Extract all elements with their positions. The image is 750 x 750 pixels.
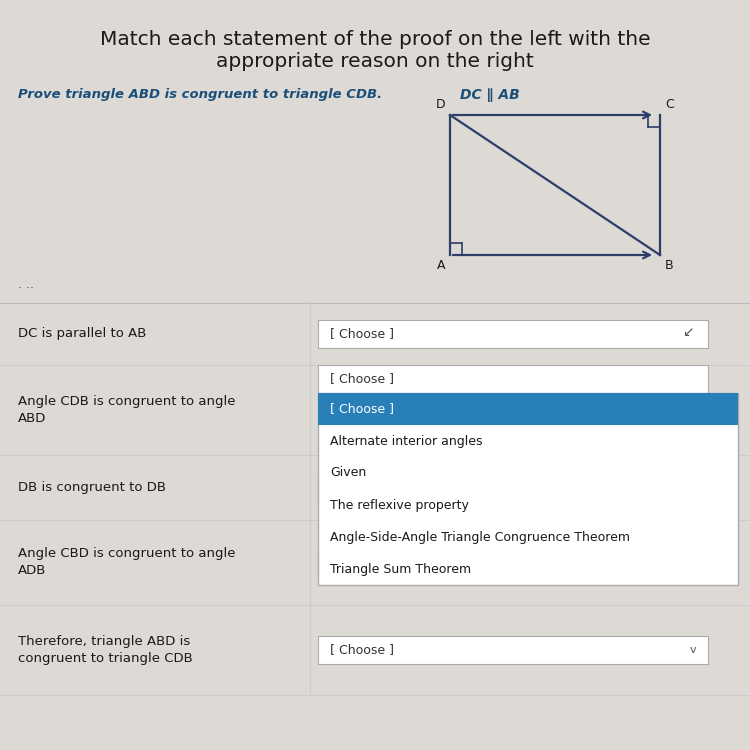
Text: [ Choose ]: [ Choose ] (330, 481, 394, 494)
Text: [ Choose ]: [ Choose ] (330, 556, 394, 569)
Text: Angle-Side-Angle Triangle Congruence Theorem: Angle-Side-Angle Triangle Congruence The… (330, 530, 630, 544)
Text: Alternate interior angles: Alternate interior angles (330, 434, 482, 448)
Text: Therefore, triangle ABD is
congruent to triangle CDB: Therefore, triangle ABD is congruent to … (18, 635, 193, 665)
Text: DC ∥ AB: DC ∥ AB (460, 88, 520, 102)
Text: D: D (435, 98, 445, 111)
Text: C: C (665, 98, 674, 111)
Text: Angle CBD is congruent to angle
ADB: Angle CBD is congruent to angle ADB (18, 548, 235, 578)
Bar (318, 393, 738, 585)
Text: DC is parallel to AB: DC is parallel to AB (18, 328, 146, 340)
Bar (318, 365, 708, 393)
Text: DB is congruent to DB: DB is congruent to DB (18, 481, 166, 494)
Text: [ Choose ]: [ Choose ] (330, 403, 394, 416)
Text: Match each statement of the proof on the left with the: Match each statement of the proof on the… (100, 30, 650, 49)
Bar (318, 393, 738, 425)
Text: . ..: . .. (18, 278, 34, 292)
Text: v: v (690, 557, 696, 568)
Text: Prove triangle ABD is congruent to triangle CDB.: Prove triangle ABD is congruent to trian… (18, 88, 382, 101)
Text: Angle CDB is congruent to angle
ABD: Angle CDB is congruent to angle ABD (18, 395, 235, 425)
Bar (318, 548, 708, 577)
Text: A: A (436, 259, 445, 272)
Text: Triangle Sum Theorem: Triangle Sum Theorem (330, 562, 471, 575)
Text: v: v (690, 645, 696, 655)
Text: [ Choose ]: [ Choose ] (330, 644, 394, 656)
Text: v: v (690, 482, 696, 493)
Text: appropriate reason on the right: appropriate reason on the right (216, 52, 534, 71)
Text: [ Choose ]: [ Choose ] (330, 373, 394, 386)
Bar (318, 320, 708, 348)
Text: The reflexive property: The reflexive property (330, 499, 469, 512)
Bar (318, 636, 708, 664)
Text: Given: Given (330, 466, 366, 479)
Text: ↙: ↙ (682, 325, 694, 339)
Bar (318, 473, 708, 502)
Text: B: B (665, 259, 674, 272)
Text: [ Choose ]: [ Choose ] (330, 328, 394, 340)
